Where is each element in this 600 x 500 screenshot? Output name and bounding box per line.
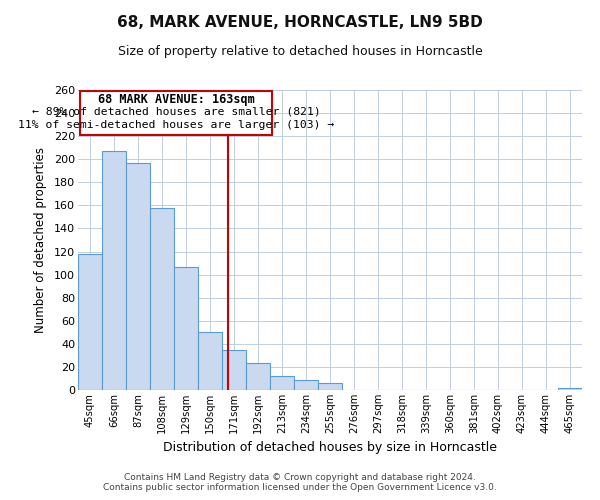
Text: Contains HM Land Registry data © Crown copyright and database right 2024.: Contains HM Land Registry data © Crown c… xyxy=(124,474,476,482)
Bar xyxy=(222,350,246,390)
Bar xyxy=(174,266,198,390)
Bar xyxy=(318,383,342,390)
Bar xyxy=(150,208,174,390)
Bar xyxy=(294,380,318,390)
Bar xyxy=(558,388,582,390)
Y-axis label: Number of detached properties: Number of detached properties xyxy=(34,147,47,333)
Text: Contains public sector information licensed under the Open Government Licence v3: Contains public sector information licen… xyxy=(103,484,497,492)
Bar xyxy=(102,151,126,390)
Bar xyxy=(270,376,294,390)
X-axis label: Distribution of detached houses by size in Horncastle: Distribution of detached houses by size … xyxy=(163,442,497,454)
Bar xyxy=(80,91,272,135)
Bar xyxy=(246,364,270,390)
Text: ← 89% of detached houses are smaller (821): ← 89% of detached houses are smaller (82… xyxy=(32,107,321,117)
Text: 68 MARK AVENUE: 163sqm: 68 MARK AVENUE: 163sqm xyxy=(98,92,255,106)
Text: 11% of semi-detached houses are larger (103) →: 11% of semi-detached houses are larger (… xyxy=(18,120,335,130)
Bar xyxy=(198,332,222,390)
Bar xyxy=(78,254,102,390)
Text: 68, MARK AVENUE, HORNCASTLE, LN9 5BD: 68, MARK AVENUE, HORNCASTLE, LN9 5BD xyxy=(117,15,483,30)
Bar xyxy=(126,162,150,390)
Text: Size of property relative to detached houses in Horncastle: Size of property relative to detached ho… xyxy=(118,45,482,58)
